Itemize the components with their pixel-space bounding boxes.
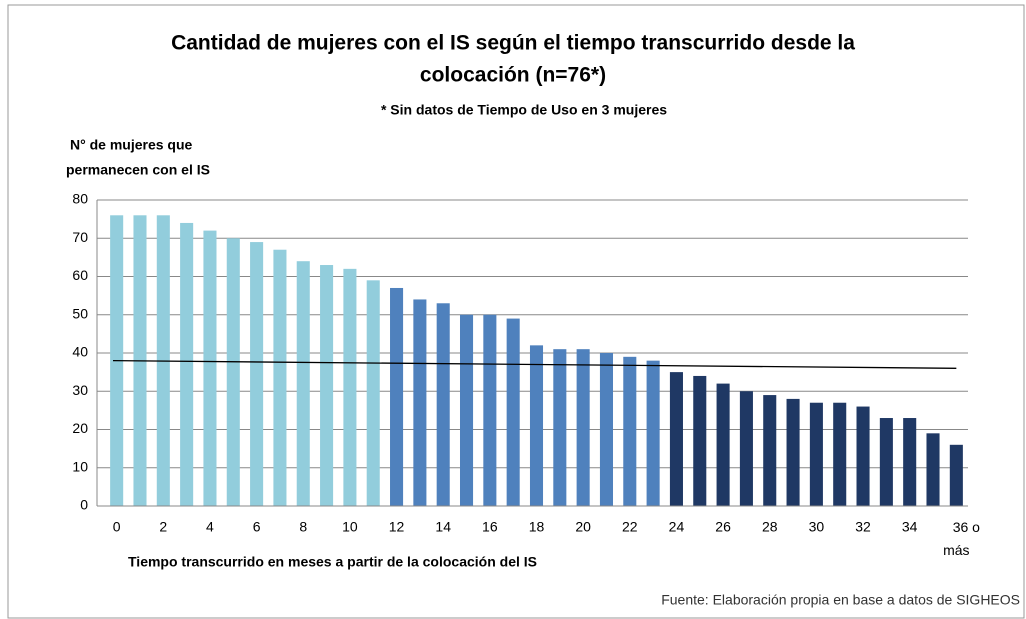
x-tick-label: 16	[482, 519, 498, 535]
bar	[693, 375, 707, 506]
bar	[669, 372, 683, 506]
subtitle: * Sin datos de Tiempo de Uso en 3 mujere…	[381, 102, 667, 118]
x-tick-label: 28	[762, 519, 778, 535]
bar	[879, 418, 893, 506]
x-tick-label: 36 o más	[943, 519, 980, 558]
y-tick-label: 10	[72, 458, 88, 474]
bar	[343, 268, 357, 506]
bar	[320, 265, 334, 506]
bar	[203, 230, 217, 506]
bar	[273, 249, 287, 506]
x-tick-label: 26	[715, 519, 731, 535]
bar	[903, 418, 917, 506]
bar	[483, 314, 497, 506]
bar	[436, 303, 450, 506]
x-tick-label: 0	[113, 519, 121, 535]
y-tick-label: 80	[72, 191, 88, 207]
y-tick-label: 0	[80, 497, 88, 513]
chart-title: Cantidad de mujeres con el IS según el t…	[171, 32, 855, 55]
y-tick-label: 40	[72, 344, 88, 360]
x-tick-label: 14	[435, 519, 451, 535]
bar	[623, 356, 637, 506]
bar	[739, 391, 753, 506]
x-axis-label: Tiempo transcurrido en meses a partir de…	[128, 554, 537, 570]
x-tick-label: 2	[159, 519, 167, 535]
y-tick-label: 50	[72, 305, 88, 321]
frame	[7, 4, 1025, 619]
bar	[599, 353, 614, 506]
x-tick-label: 4	[206, 519, 214, 535]
reference-line	[112, 360, 957, 369]
bar	[553, 349, 567, 506]
source: Fuente: Elaboración propia en base a dat…	[661, 592, 1020, 608]
bar	[856, 406, 870, 506]
bar	[296, 261, 310, 506]
bar	[366, 280, 380, 506]
bar	[226, 238, 240, 506]
x-tick-label: 22	[622, 519, 638, 535]
x-tick-label: 20	[575, 519, 591, 535]
x-tick-label: 8	[299, 519, 307, 535]
bar	[459, 314, 474, 506]
bar	[390, 287, 404, 506]
bar	[763, 395, 777, 506]
x-tick-label: 34	[902, 519, 918, 535]
x-tick-label: 32	[855, 519, 871, 535]
x-tick-label: 18	[529, 519, 545, 535]
bar	[413, 299, 427, 506]
bar	[833, 402, 847, 506]
y-tick-label: 20	[72, 420, 88, 436]
bar	[646, 360, 660, 506]
bar	[949, 444, 963, 506]
y-tick-label: 60	[72, 267, 88, 283]
y-tick-label: 30	[72, 382, 88, 398]
x-tick-label: 12	[389, 519, 405, 535]
bar	[250, 242, 264, 506]
bar	[576, 349, 590, 506]
chart-title: colocación (n=76*)	[420, 64, 606, 87]
y-axis-label: N° de mujeres que	[70, 137, 193, 153]
bar	[926, 433, 940, 506]
bar	[809, 402, 823, 506]
y-axis-label: permanecen con el IS	[66, 162, 210, 178]
x-tick-label: 10	[342, 519, 358, 535]
bar	[786, 398, 800, 506]
bar	[529, 345, 544, 506]
bar	[506, 318, 520, 506]
y-tick-label: 70	[72, 229, 88, 245]
bar	[716, 383, 730, 506]
x-tick-label: 30	[809, 519, 825, 535]
x-tick-label: 24	[669, 519, 685, 535]
x-tick-label: 6	[253, 519, 261, 535]
bar	[180, 222, 194, 506]
